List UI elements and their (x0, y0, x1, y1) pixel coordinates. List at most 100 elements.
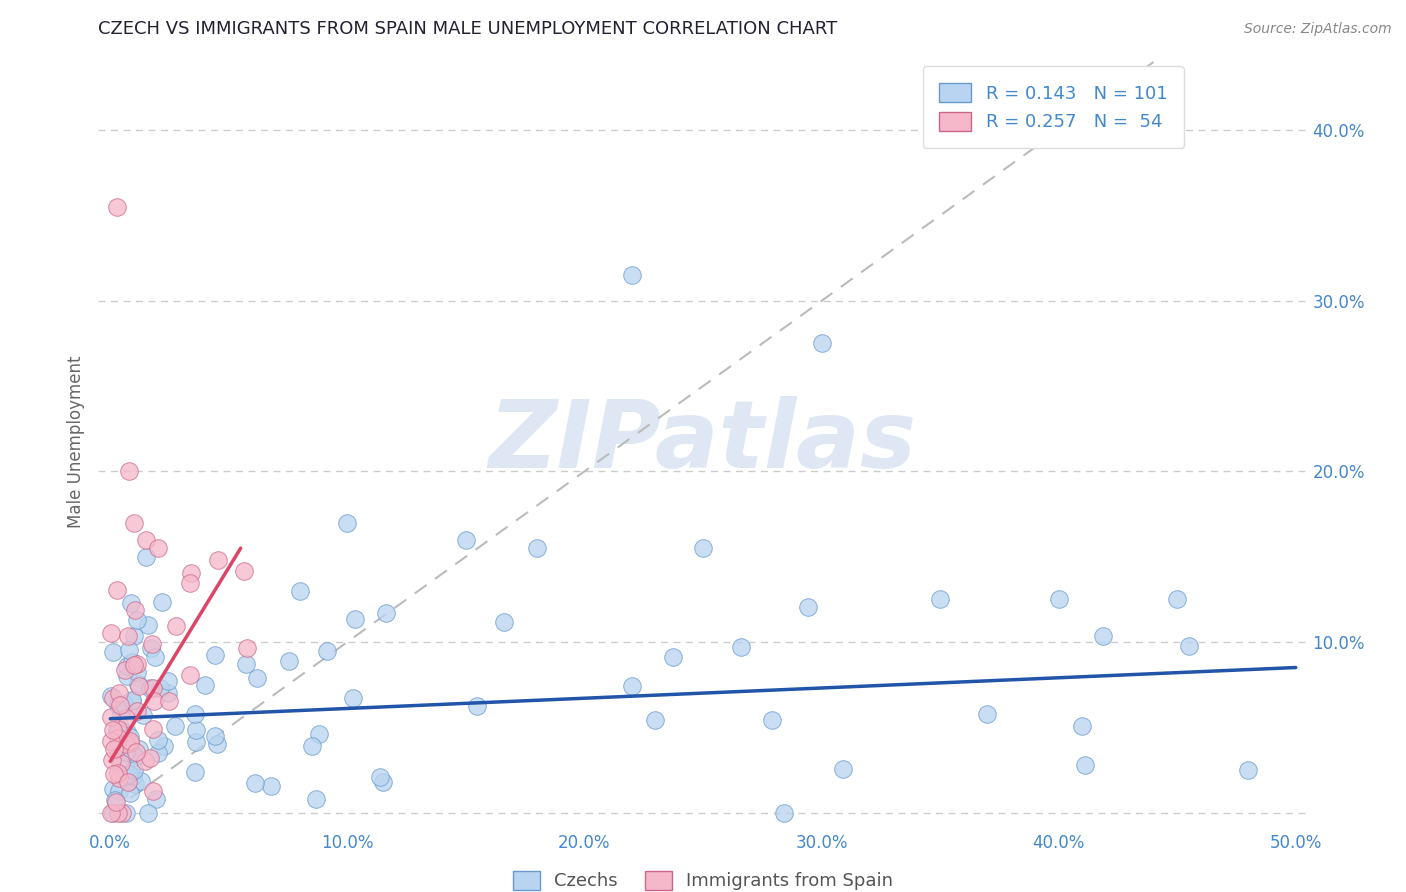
Point (129, 773, 152, 788)
Point (125, 613, 148, 627)
Point (122, 516, 145, 530)
Point (235, 657, 257, 672)
Point (107, 731, 129, 746)
Point (100, 710, 122, 724)
Point (494, 615, 516, 629)
Point (111, 805, 134, 820)
Point (976, 707, 998, 722)
Point (115, 737, 138, 751)
Point (179, 576, 201, 591)
Point (104, 793, 127, 807)
Point (112, 697, 135, 711)
Point (204, 729, 226, 743)
Point (810, 336, 832, 351)
Point (146, 733, 169, 747)
Point (180, 566, 202, 580)
Point (644, 714, 666, 728)
Point (107, 766, 129, 780)
Point (184, 735, 207, 749)
Point (122, 658, 145, 673)
Point (205, 737, 228, 751)
Point (138, 618, 160, 632)
Point (114, 711, 136, 725)
Point (662, 650, 685, 665)
Point (101, 645, 124, 659)
Y-axis label: Male Unemployment: Male Unemployment (67, 355, 86, 528)
Point (101, 723, 124, 737)
Point (929, 592, 952, 607)
Point (118, 785, 141, 799)
Point (621, 680, 644, 694)
Point (124, 603, 146, 617)
Point (148, 746, 170, 760)
Point (100, 625, 122, 640)
Point (124, 750, 146, 764)
Point (236, 641, 259, 656)
Point (118, 766, 141, 780)
Point (108, 784, 131, 798)
Text: CZECH VS IMMIGRANTS FROM SPAIN MALE UNEMPLOYMENT CORRELATION CHART: CZECH VS IMMIGRANTS FROM SPAIN MALE UNEM… (98, 21, 838, 38)
Point (101, 781, 124, 796)
Point (797, 599, 820, 614)
Point (142, 722, 165, 736)
Point (108, 771, 131, 785)
Point (773, 805, 796, 820)
Point (110, 707, 132, 722)
Point (146, 541, 169, 556)
Point (120, 596, 142, 610)
Point (316, 644, 339, 658)
Point (103, 767, 125, 781)
Point (118, 643, 141, 657)
Point (100, 733, 122, 747)
Point (125, 665, 148, 680)
Point (125, 657, 148, 672)
Point (118, 730, 141, 744)
Point (163, 719, 186, 733)
Point (157, 674, 180, 689)
Point (101, 690, 124, 705)
Point (118, 733, 141, 747)
Point (139, 640, 162, 655)
Point (115, 724, 138, 739)
Point (114, 805, 136, 820)
Point (620, 268, 643, 283)
Text: ZIPatlas: ZIPatlas (489, 395, 917, 488)
Point (153, 739, 176, 754)
Point (121, 694, 143, 708)
Point (831, 762, 853, 776)
Point (118, 736, 141, 750)
Point (100, 689, 122, 703)
Point (761, 713, 783, 727)
Point (1047, 592, 1070, 607)
Point (125, 745, 148, 759)
Point (373, 775, 395, 789)
Point (136, 805, 159, 820)
Point (138, 681, 160, 695)
Point (145, 792, 167, 806)
Point (179, 668, 201, 682)
Point (145, 650, 167, 665)
Point (207, 552, 229, 566)
Point (125, 704, 148, 718)
Point (100, 805, 122, 820)
Point (1074, 758, 1097, 772)
Point (288, 583, 311, 598)
Point (105, 200, 128, 214)
Point (135, 549, 157, 564)
Point (1166, 592, 1188, 607)
Point (117, 669, 139, 683)
Point (165, 619, 187, 633)
Point (526, 541, 548, 556)
Point (128, 679, 150, 693)
Point (243, 776, 266, 790)
Point (108, 757, 131, 772)
Point (104, 795, 127, 809)
Point (692, 541, 714, 556)
Point (114, 663, 136, 677)
Text: Source: ZipAtlas.com: Source: ZipAtlas.com (1244, 22, 1392, 37)
Point (107, 685, 129, 699)
Point (107, 722, 129, 736)
Point (105, 741, 128, 756)
Point (128, 742, 150, 756)
Point (304, 791, 326, 805)
